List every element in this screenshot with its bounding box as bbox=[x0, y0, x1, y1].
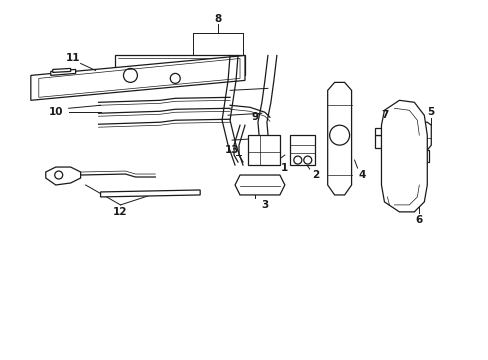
Polygon shape bbox=[31, 55, 244, 100]
Polygon shape bbox=[53, 68, 71, 72]
Polygon shape bbox=[375, 130, 388, 148]
Polygon shape bbox=[247, 135, 279, 165]
Text: 7: 7 bbox=[380, 110, 387, 120]
Polygon shape bbox=[115, 55, 244, 75]
Polygon shape bbox=[419, 150, 428, 162]
Text: 8: 8 bbox=[214, 14, 221, 24]
Text: 2: 2 bbox=[311, 170, 319, 180]
Polygon shape bbox=[381, 100, 427, 212]
Text: 1: 1 bbox=[281, 163, 288, 173]
Polygon shape bbox=[235, 175, 285, 195]
Polygon shape bbox=[375, 128, 388, 135]
Text: 9: 9 bbox=[251, 112, 258, 122]
Polygon shape bbox=[51, 69, 76, 75]
Text: 3: 3 bbox=[261, 200, 268, 210]
Polygon shape bbox=[327, 82, 351, 195]
Text: 11: 11 bbox=[65, 54, 80, 63]
Text: 10: 10 bbox=[48, 107, 63, 117]
Text: 12: 12 bbox=[113, 207, 127, 217]
Text: 6: 6 bbox=[415, 215, 422, 225]
Polygon shape bbox=[413, 122, 430, 150]
Polygon shape bbox=[101, 190, 200, 197]
Polygon shape bbox=[46, 167, 81, 185]
Polygon shape bbox=[39, 58, 240, 97]
Text: 4: 4 bbox=[358, 170, 366, 180]
Text: 5: 5 bbox=[427, 107, 434, 117]
Text: 13: 13 bbox=[224, 145, 239, 155]
Polygon shape bbox=[289, 135, 314, 165]
